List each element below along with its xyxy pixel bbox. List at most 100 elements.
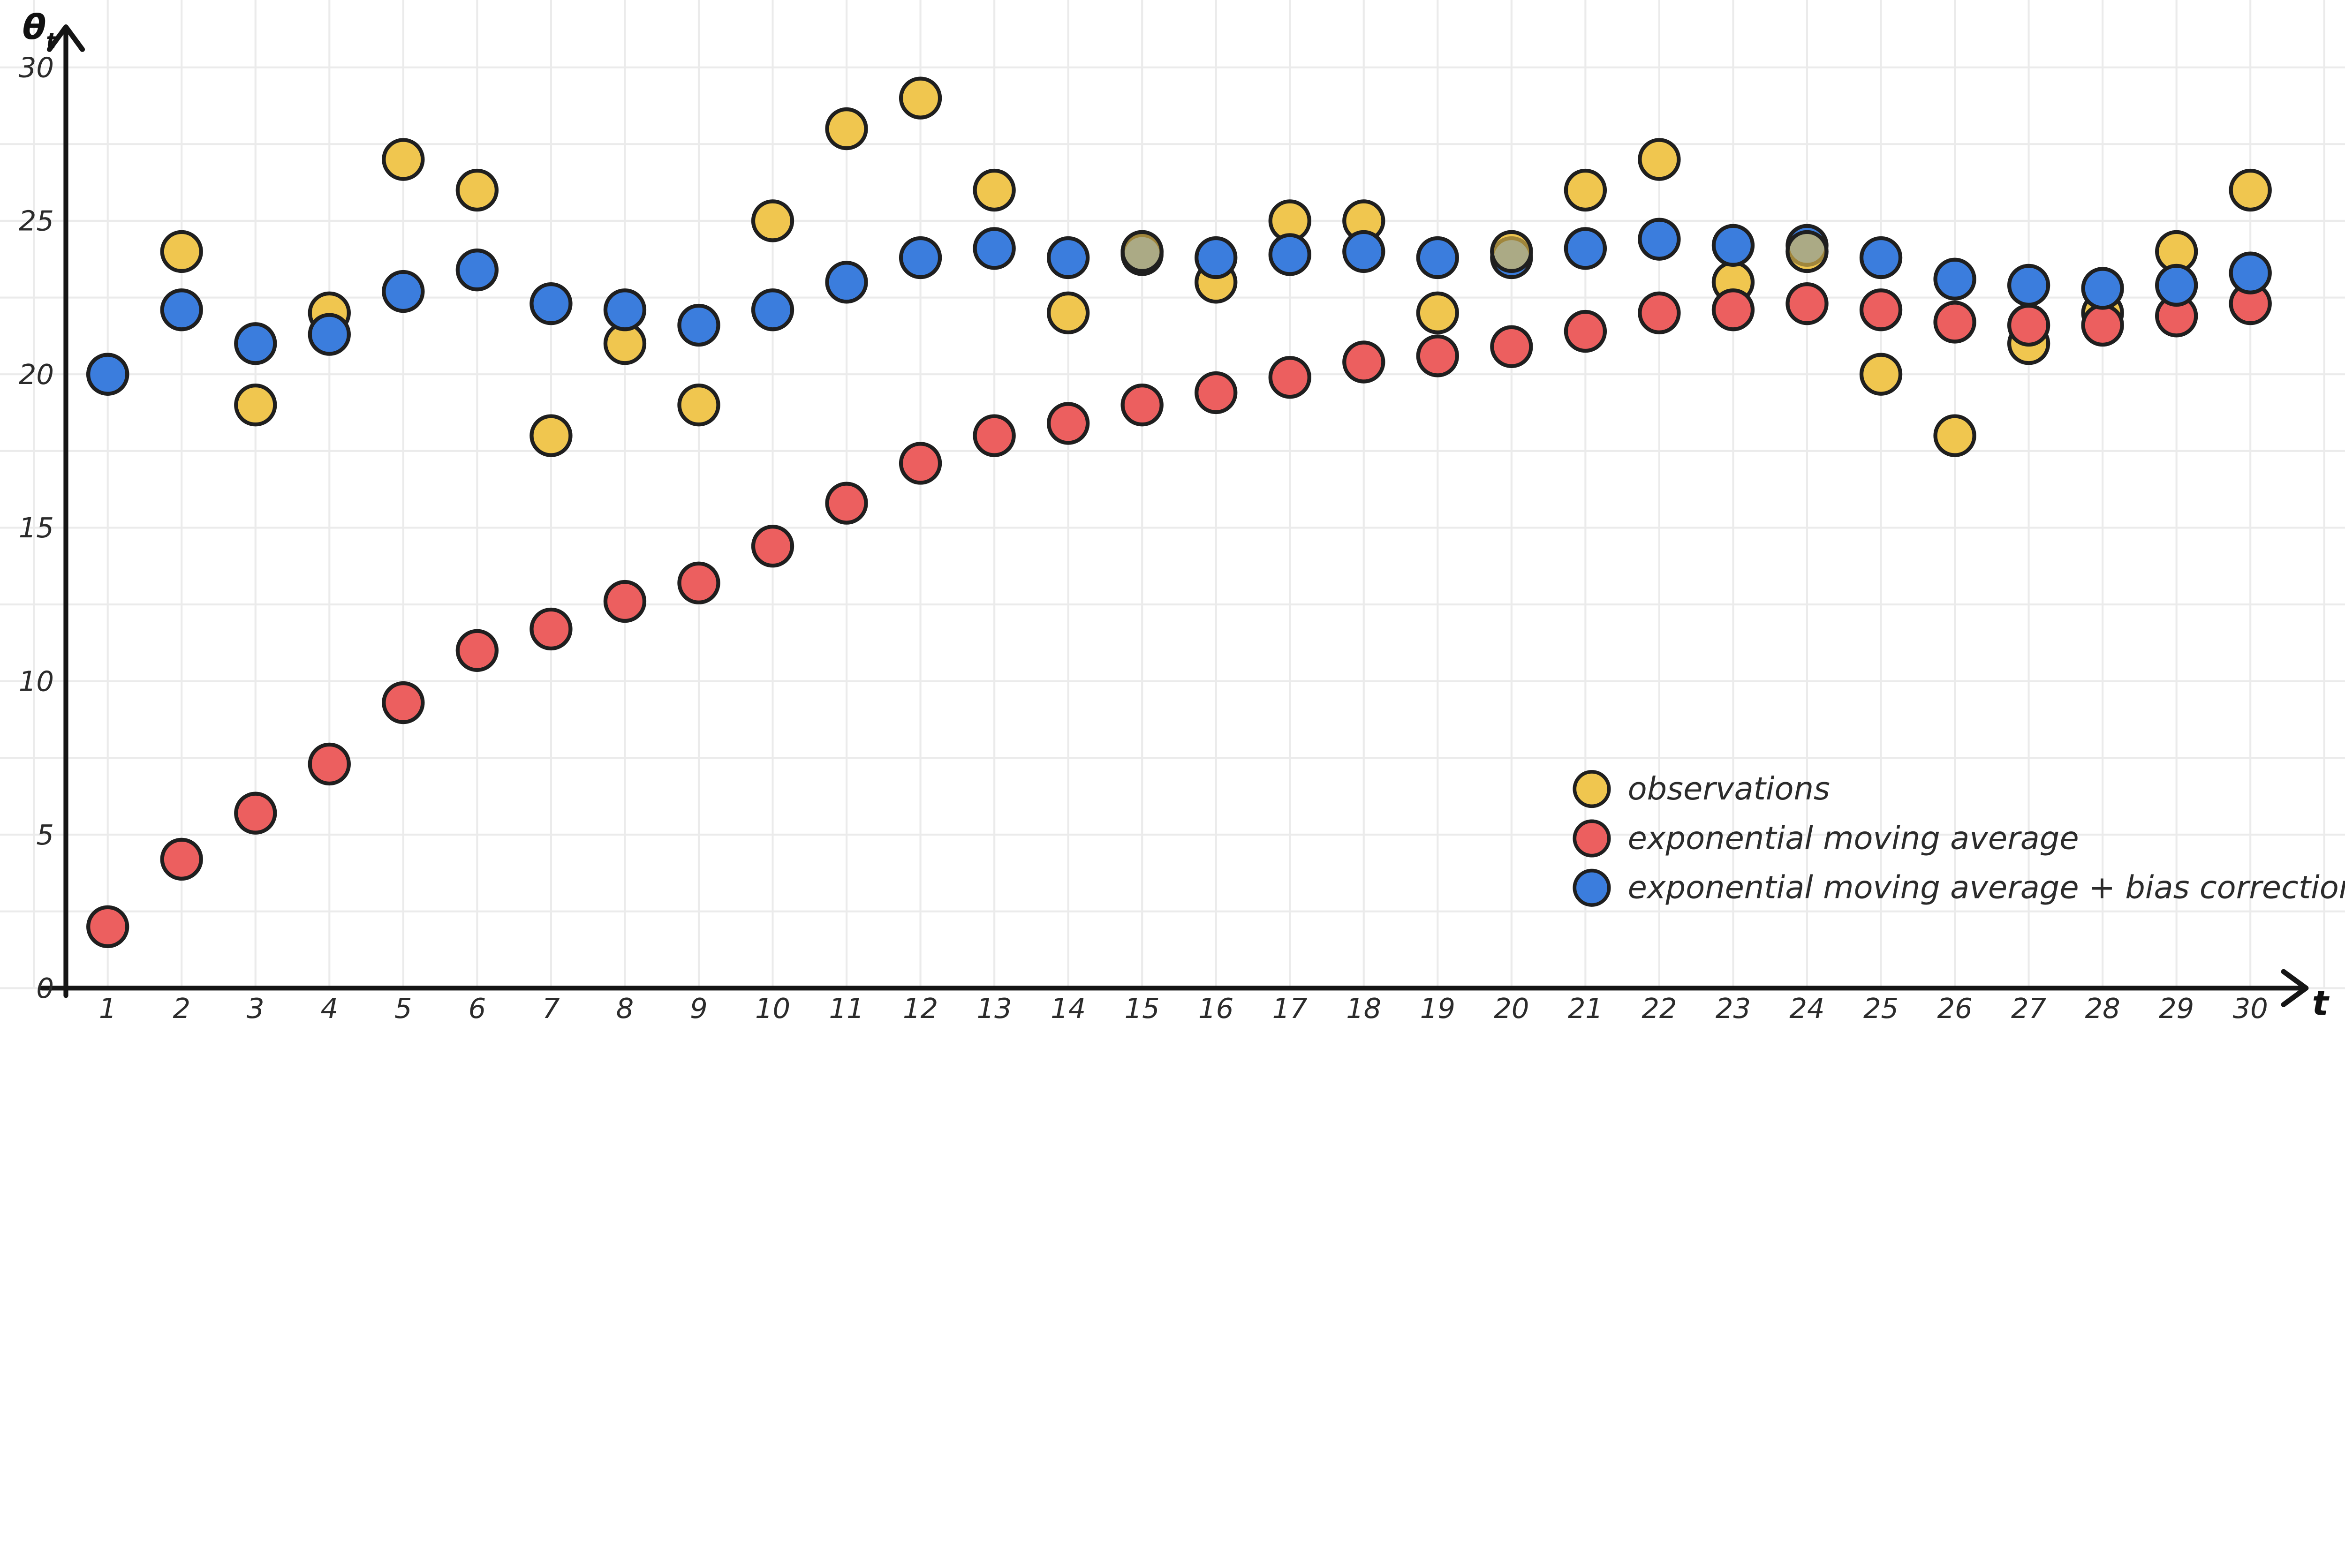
x-tick-label: 8 (616, 992, 634, 1024)
legend-swatch-observations (1573, 770, 1611, 808)
data-point-ema (160, 837, 203, 881)
data-point-ema (530, 607, 573, 651)
x-axis-label: t (2312, 984, 2330, 1024)
data-point-ema (1268, 356, 1311, 399)
x-tick-label: 6 (469, 992, 486, 1024)
data-point-observation-overlap (1785, 230, 1829, 273)
data-point-observations (160, 230, 203, 273)
y-tick-labels: 0 5 10 15 20 25 30 (19, 51, 54, 1004)
data-point-ema (1342, 340, 1385, 384)
series-ema (86, 282, 2272, 949)
data-point-ema (1933, 301, 1976, 344)
data-point-ema (1859, 288, 1903, 332)
data-point-ema (308, 742, 351, 786)
legend-item-observations: observations (1573, 770, 1830, 808)
data-point-ema (603, 580, 647, 623)
data-point-observations (382, 138, 425, 181)
data-point-ema-bias-corrected (2229, 251, 2272, 294)
data-point-ema (1638, 291, 1681, 334)
x-tick-label: 12 (903, 992, 938, 1024)
x-tick-label: 25 (1863, 992, 1899, 1024)
chart-page: 0 5 10 15 20 25 30 1 2 3 4 5 6 7 8 9 10 11 12 13 14 15 16 17 18… (0, 0, 2345, 1024)
data-point-observations (677, 384, 720, 427)
x-tick-label: 23 (1716, 992, 1751, 1024)
x-tick-label: 5 (394, 992, 412, 1024)
data-point-ema (2007, 303, 2050, 347)
data-point-observations (899, 76, 942, 120)
series-ema-bias-corrected (86, 218, 2272, 396)
x-tick-label: 3 (247, 992, 265, 1024)
x-tick-label: 14 (1051, 992, 1086, 1024)
data-point-ema-bias-corrected (1564, 227, 1607, 270)
data-point-observation-overlap (1490, 230, 1533, 273)
data-point-ema-bias-corrected (825, 261, 868, 304)
data-point-ema-bias-corrected (1859, 236, 1903, 279)
data-point-observations (455, 168, 499, 212)
data-point-ema-bias-corrected (1268, 233, 1311, 276)
data-point-ema-bias-corrected (160, 288, 203, 332)
x-tick-label: 21 (1568, 992, 1603, 1024)
axes (39, 24, 2309, 1007)
legend-label-ema-bias-corrected: exponential moving average + bias correc… (1628, 869, 2345, 906)
data-point-ema-bias-corrected (308, 313, 351, 356)
x-tick-label: 13 (977, 992, 1012, 1024)
data-point-ema-bias-corrected (234, 322, 277, 365)
x-tick-label: 20 (1494, 992, 1529, 1024)
y-tick-label: 25 (19, 205, 54, 237)
x-axis-arrow-icon (2281, 969, 2309, 1007)
x-tick-label: 18 (1346, 992, 1381, 1024)
data-point-observations (1859, 353, 1903, 396)
y-tick-label: 0 (36, 972, 54, 1004)
data-point-ema-bias-corrected (455, 249, 499, 292)
x-tick-label: 19 (1420, 992, 1455, 1024)
x-tick-label: 22 (1642, 992, 1677, 1024)
data-point-ema-bias-corrected (1195, 236, 1238, 279)
x-tick-label: 16 (1198, 992, 1233, 1024)
data-point-ema (1785, 282, 1829, 325)
data-point-ema (86, 905, 129, 949)
data-point-ema-bias-corrected (86, 353, 129, 396)
data-point-ema (455, 629, 499, 672)
data-point-ema-bias-corrected (2007, 264, 2050, 307)
x-tick-label: 29 (2159, 992, 2194, 1024)
data-point-ema (1046, 402, 1090, 445)
data-point-ema (825, 482, 868, 525)
y-axis-arrow-icon (46, 24, 85, 52)
data-point-observations (1416, 291, 1459, 334)
x-tick-label: 26 (1937, 992, 1973, 1024)
data-point-observations (1933, 414, 1976, 457)
data-point-observations (1046, 291, 1090, 334)
data-point-observations (825, 107, 868, 151)
x-tick-label: 11 (829, 992, 864, 1024)
x-tick-label: 2 (173, 992, 190, 1024)
data-point-ema (677, 561, 720, 604)
data-point-ema-bias-corrected (1711, 224, 1755, 267)
x-tick-label: 7 (542, 992, 560, 1024)
data-point-observation-overlap (1120, 230, 1164, 273)
data-point-observations (973, 168, 1016, 212)
data-point-ema-bias-corrected (1416, 236, 1459, 279)
data-point-ema (751, 525, 794, 568)
data-point-ema-bias-corrected (1342, 230, 1385, 273)
data-point-ema (234, 792, 277, 835)
data-point-observations (234, 384, 277, 427)
data-point-ema-bias-corrected (382, 270, 425, 313)
data-point-ema (382, 681, 425, 724)
data-point-ema (973, 414, 1016, 457)
data-point-ema-bias-corrected (899, 236, 942, 279)
data-point-ema (2081, 303, 2124, 347)
data-point-ema-bias-corrected (751, 288, 794, 332)
legend-item-ema: exponential moving average (1573, 819, 2079, 858)
x-tick-label: 9 (690, 992, 708, 1024)
y-axis-label: θt (23, 8, 57, 53)
data-point-ema (1195, 371, 1238, 415)
data-point-ema-bias-corrected (677, 303, 720, 347)
y-tick-label: 20 (19, 358, 54, 391)
data-point-ema-bias-corrected (2081, 267, 2124, 310)
data-point-ema (1564, 309, 1607, 353)
data-point-ema (1416, 334, 1459, 377)
legend-item-ema-bias-corrected: exponential moving average + bias correc… (1573, 868, 2345, 907)
data-point-observations (530, 414, 573, 457)
x-tick-labels: 1 2 3 4 5 6 7 8 9 10 11 12 13 14 15 16 17 18 19 20 21 22 23 24 2… (99, 992, 2268, 1024)
y-tick-label: 30 (19, 51, 54, 83)
